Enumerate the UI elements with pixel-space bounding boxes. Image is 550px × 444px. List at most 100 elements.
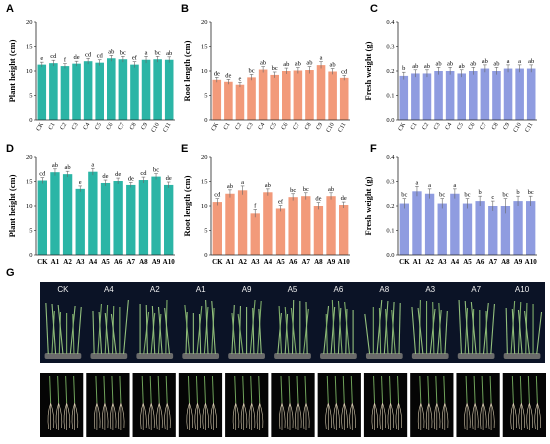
seedling-leaf bbox=[344, 301, 350, 355]
photo-sample-label: A9 bbox=[242, 285, 252, 294]
root-strands bbox=[47, 402, 55, 430]
seedling-leaf bbox=[482, 302, 489, 355]
y-tick-label: 15 bbox=[26, 44, 33, 51]
y-tick-label: 0.4 bbox=[386, 19, 395, 26]
significance-letter: cd bbox=[214, 192, 221, 199]
seedling-leaf bbox=[485, 310, 488, 355]
root-shoot bbox=[65, 375, 68, 404]
root-shoot bbox=[234, 375, 237, 404]
seedling-leaf bbox=[98, 311, 103, 355]
significance-letter: bc bbox=[439, 192, 445, 199]
soil-pad bbox=[44, 353, 82, 359]
root-shoot bbox=[57, 375, 60, 404]
y-axis-label: Plant height (cm) bbox=[7, 39, 17, 102]
root-strands bbox=[279, 402, 286, 430]
significance-letter: ef bbox=[278, 199, 284, 206]
root-shoot bbox=[342, 375, 345, 404]
significance-letter: bc bbox=[303, 186, 309, 193]
significance-letter: c bbox=[491, 194, 494, 201]
root-shoot bbox=[427, 375, 430, 404]
significance-letter: de bbox=[115, 171, 121, 178]
x-tick-label: A3 bbox=[438, 258, 447, 266]
root-strands bbox=[526, 402, 533, 430]
panel-letter-C: C bbox=[370, 3, 378, 15]
root-strands bbox=[240, 402, 248, 430]
significance-letter: a bbox=[241, 179, 244, 186]
soil-pad bbox=[503, 353, 541, 359]
seedling-leaf bbox=[150, 312, 156, 355]
significance-letter: cd bbox=[50, 53, 57, 60]
bar bbox=[301, 196, 311, 255]
soil-pad bbox=[228, 353, 265, 359]
seedling-leaf bbox=[337, 307, 342, 355]
x-tick-label: C11 bbox=[524, 122, 534, 133]
bar bbox=[500, 206, 511, 255]
root-shoot bbox=[350, 375, 353, 404]
seedling-leaf bbox=[45, 302, 49, 355]
bar bbox=[339, 205, 349, 255]
bar bbox=[49, 63, 58, 120]
seedling-leaf bbox=[211, 307, 215, 355]
x-tick-label: A6 bbox=[476, 258, 485, 266]
bar bbox=[247, 77, 256, 120]
root-shoot bbox=[481, 375, 484, 404]
x-tick-label: A2 bbox=[238, 258, 247, 266]
significance-letter: b bbox=[402, 65, 405, 72]
seedling-leaf bbox=[123, 299, 129, 355]
y-tick-label: 5 bbox=[29, 93, 32, 100]
root-strands bbox=[510, 402, 517, 430]
bar bbox=[107, 58, 116, 120]
bar bbox=[513, 201, 523, 255]
significance-letter: bc bbox=[248, 67, 254, 74]
root-shoot bbox=[242, 375, 245, 404]
significance-letter: cd bbox=[97, 53, 104, 60]
significance-letter: de bbox=[166, 175, 172, 182]
y-tick-label: 20 bbox=[201, 154, 208, 161]
bar bbox=[316, 65, 326, 120]
x-tick-label: C7 bbox=[117, 122, 126, 131]
seedling-leaf bbox=[511, 308, 516, 355]
seedling-leaf bbox=[505, 307, 508, 355]
significance-letter: cd bbox=[341, 68, 348, 75]
seedling-leaf bbox=[51, 310, 55, 355]
root-shoot bbox=[288, 375, 291, 404]
bar bbox=[411, 73, 420, 120]
significance-letter: b bbox=[516, 189, 519, 196]
significance-letter: a bbox=[518, 58, 521, 65]
x-tick-label: CK bbox=[398, 121, 408, 132]
chart-D: 0 5 10 15 20 cd CK ab A1 ab A2 e A3 a A4 de A5 de A6 de A7 cd… bbox=[7, 154, 175, 266]
photo-sample-label: A2 bbox=[150, 285, 160, 294]
bar bbox=[212, 202, 222, 255]
root-strands bbox=[210, 402, 217, 430]
bar bbox=[492, 71, 501, 120]
bar bbox=[488, 206, 498, 255]
seedling-leaf bbox=[104, 312, 110, 355]
significance-letter: ab bbox=[330, 62, 336, 69]
root-shoot bbox=[527, 375, 530, 404]
x-tick-label: A5 bbox=[276, 258, 285, 266]
x-tick-label: C2 bbox=[234, 122, 243, 131]
bar bbox=[313, 206, 324, 255]
root-shoot bbox=[511, 375, 514, 404]
seedling-leaf bbox=[203, 306, 209, 355]
chart-F: 0.0 0.1 0.2 0.3 0.4 bc CK a A1 a A2 bc A3 a A4 bc A5 b A6 c… bbox=[363, 154, 537, 266]
significance-letter: bc bbox=[153, 167, 159, 174]
seedling-leaf bbox=[164, 307, 171, 355]
x-tick-label: CK bbox=[37, 258, 48, 266]
x-tick-label: C8 bbox=[304, 122, 313, 131]
x-tick-label: A8 bbox=[139, 258, 148, 266]
significance-letter: de bbox=[225, 72, 231, 79]
x-tick-label: C9 bbox=[503, 122, 512, 131]
x-tick-label: C9 bbox=[316, 122, 325, 131]
seedling-leaf bbox=[524, 310, 530, 355]
root-strands bbox=[71, 402, 79, 430]
significance-letter: ab bbox=[470, 60, 476, 67]
chart-E: 0 5 10 15 20 cd CK ab A1 a A2 f A3 ab A4 ef A5 bc A6 bc A7 de… bbox=[182, 154, 350, 266]
x-tick-label: C5 bbox=[456, 122, 465, 131]
bar bbox=[250, 213, 260, 255]
bar bbox=[288, 197, 298, 255]
x-tick-label: A7 bbox=[301, 258, 310, 266]
bar bbox=[515, 68, 524, 120]
photo-sample-label: A7 bbox=[471, 285, 481, 294]
significance-letter: a bbox=[416, 179, 419, 186]
